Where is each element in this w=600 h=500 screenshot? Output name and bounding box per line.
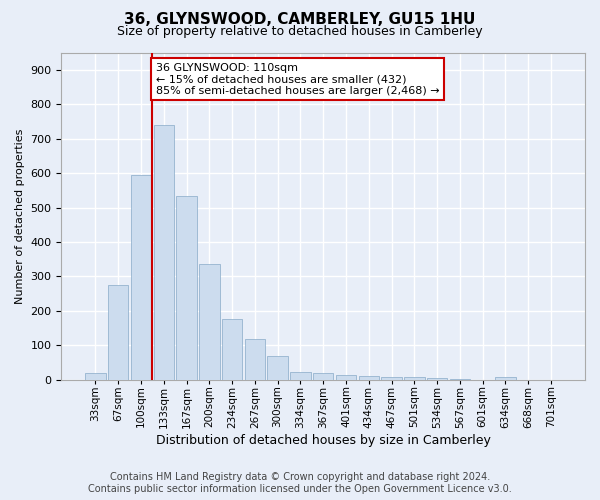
Bar bbox=[313, 373, 334, 380]
Bar bbox=[245, 339, 265, 380]
Bar bbox=[131, 175, 151, 380]
Bar bbox=[222, 318, 242, 380]
Bar bbox=[381, 377, 402, 380]
Bar bbox=[154, 125, 174, 380]
Text: Size of property relative to detached houses in Camberley: Size of property relative to detached ho… bbox=[117, 25, 483, 38]
Bar bbox=[449, 379, 470, 380]
Bar bbox=[108, 285, 128, 380]
Text: 36 GLYNSWOOD: 110sqm
← 15% of detached houses are smaller (432)
85% of semi-deta: 36 GLYNSWOOD: 110sqm ← 15% of detached h… bbox=[156, 63, 439, 96]
Text: Contains HM Land Registry data © Crown copyright and database right 2024.
Contai: Contains HM Land Registry data © Crown c… bbox=[88, 472, 512, 494]
X-axis label: Distribution of detached houses by size in Camberley: Distribution of detached houses by size … bbox=[156, 434, 491, 448]
Bar bbox=[495, 377, 515, 380]
Bar bbox=[199, 264, 220, 380]
Bar bbox=[427, 378, 448, 380]
Bar bbox=[268, 356, 288, 380]
Bar bbox=[85, 373, 106, 380]
Y-axis label: Number of detached properties: Number of detached properties bbox=[15, 128, 25, 304]
Bar bbox=[404, 378, 425, 380]
Text: 36, GLYNSWOOD, CAMBERLEY, GU15 1HU: 36, GLYNSWOOD, CAMBERLEY, GU15 1HU bbox=[124, 12, 476, 26]
Bar bbox=[336, 376, 356, 380]
Bar bbox=[290, 372, 311, 380]
Bar bbox=[359, 376, 379, 380]
Bar bbox=[176, 196, 197, 380]
